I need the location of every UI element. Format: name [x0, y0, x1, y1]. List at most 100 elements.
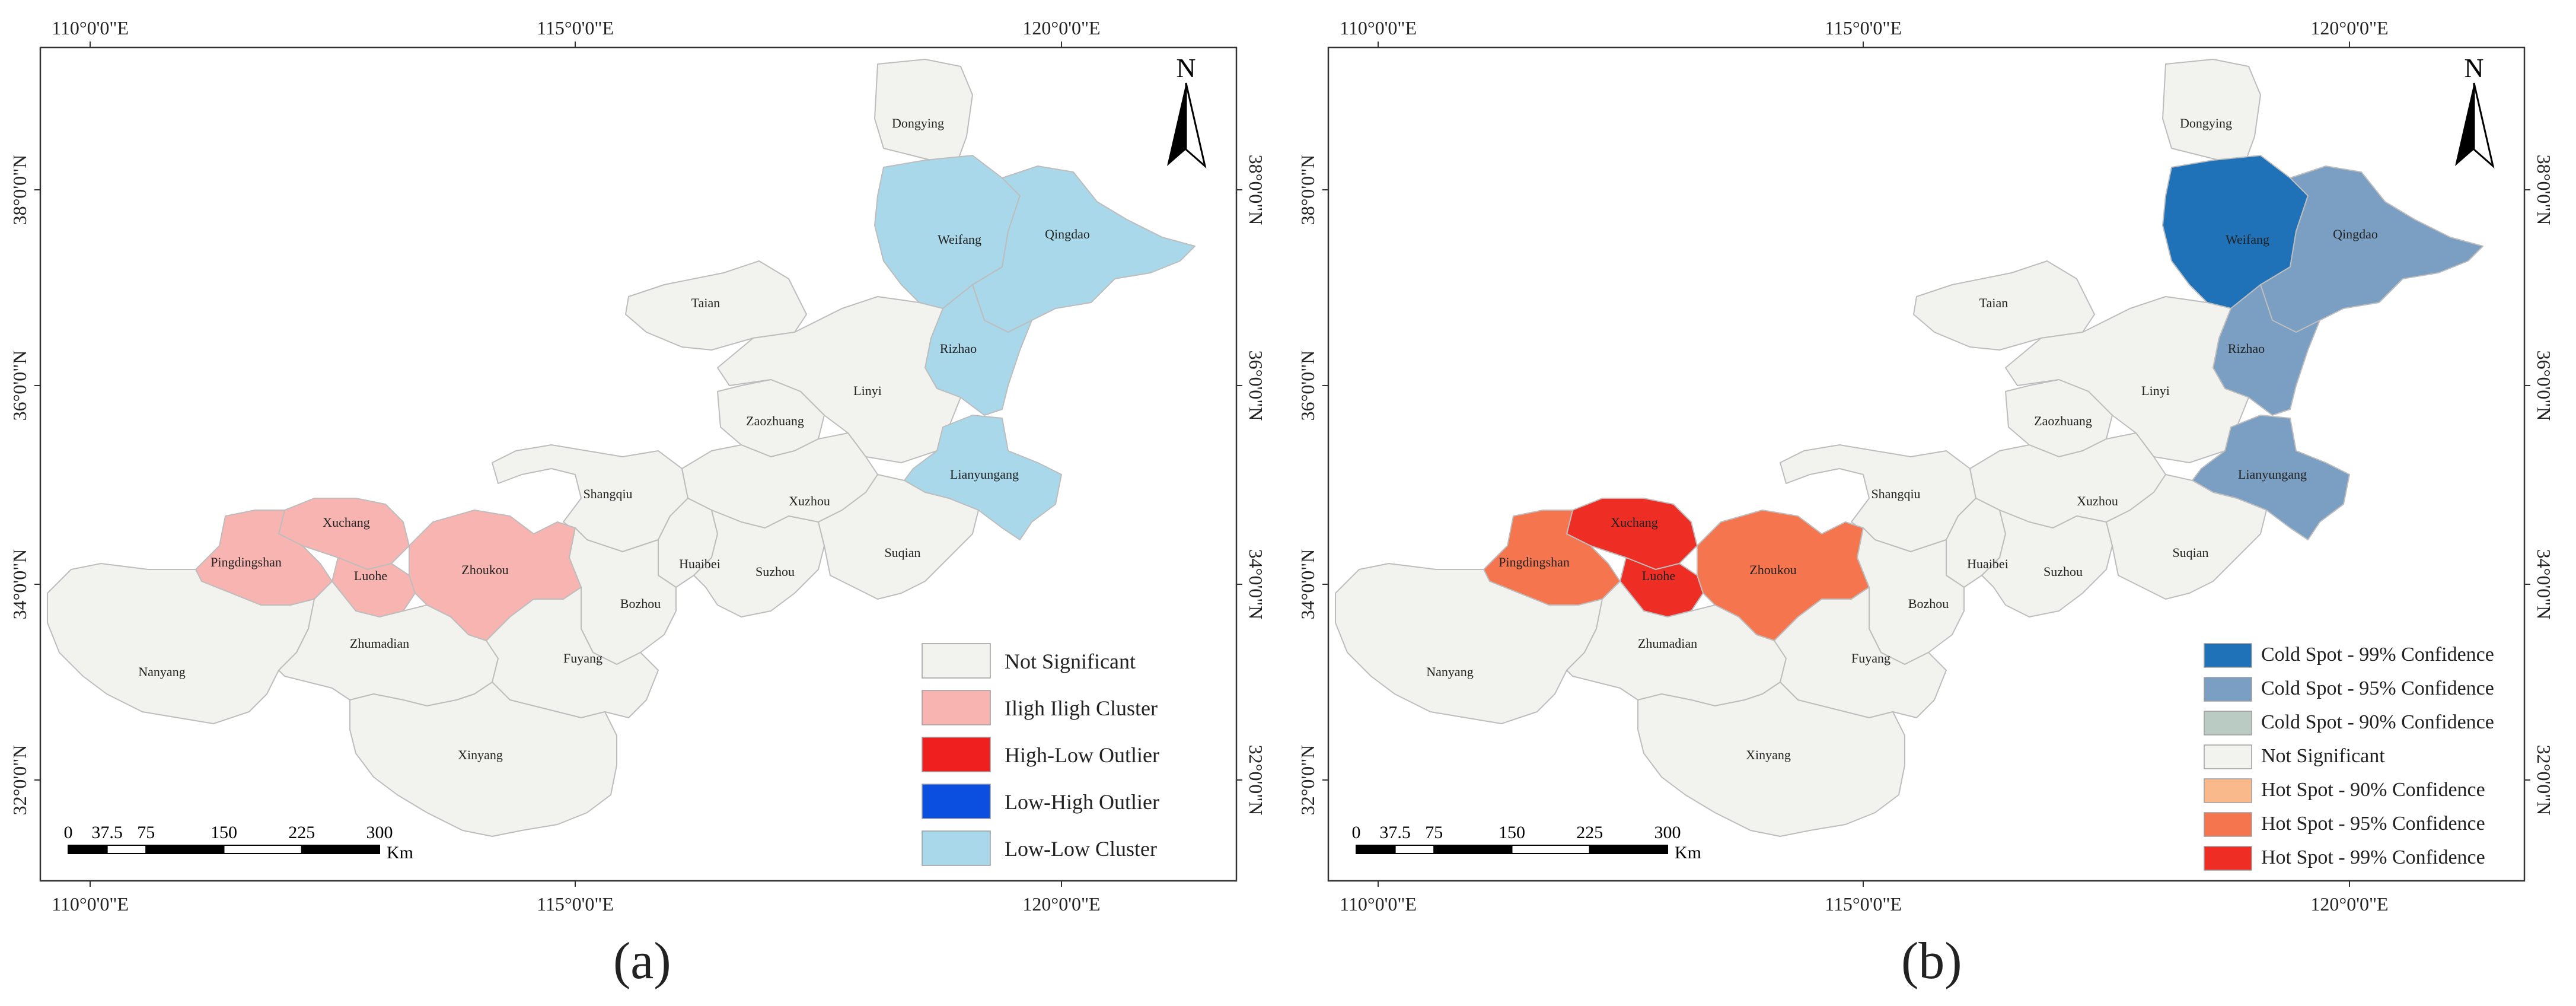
city-region-suzhou	[693, 510, 825, 617]
city-label-zhumadian: Zhumadian	[1638, 636, 1697, 651]
legend-label: Cold Spot - 99% Confidence	[2261, 644, 2494, 666]
legend-label: Low-High Outlier	[1005, 790, 1159, 814]
city-label-zhoukou: Zhoukou	[461, 562, 508, 577]
city-label-bozhou: Bozhou	[1908, 596, 1949, 611]
legend-label: High-Low Outlier	[1005, 743, 1159, 767]
panel-caption: (b)	[1901, 932, 1962, 990]
scale-tick-label: 225	[288, 823, 315, 842]
city-label-rizhao: Rizhao	[940, 341, 977, 356]
legend-swatch	[922, 690, 991, 725]
scale-tick-label: 300	[366, 823, 393, 842]
lon-label-bottom: 120°0'0"E	[2310, 893, 2388, 915]
city-label-weifang: Weifang	[938, 232, 981, 247]
scale-tick-label: 0	[64, 823, 73, 842]
city-label-zhoukou: Zhoukou	[1749, 562, 1796, 577]
north-arrow-icon: N	[2455, 53, 2495, 169]
legend: Not Significant Iligh Iligh Cluster High-L…	[922, 643, 1159, 866]
lat-label-right: 32°0'0"N	[1245, 745, 1267, 816]
city-label-nanyang: Nanyang	[138, 664, 185, 679]
city-label-luohe: Luohe	[354, 568, 387, 583]
city-label-lianyungang: Lianyungang	[950, 467, 1019, 482]
lon-label-bottom: 110°0'0"E	[1340, 893, 1417, 915]
scale-tick-label: 37.5	[91, 823, 123, 842]
map-panel-a: 110°0'0"E 115°0'0"E 120°0'0"E 110°0'0"E 115°…	[0, 0, 1288, 1003]
legend-swatch	[922, 643, 991, 679]
scale-unit: Km	[387, 843, 413, 862]
lat-label-left: 34°0'0"N	[9, 549, 30, 620]
legend-label: Hot Spot - 95% Confidence	[2261, 813, 2485, 835]
lon-label-top: 120°0'0"E	[2310, 17, 2388, 39]
city-label-xinyang: Xinyang	[1746, 747, 1791, 762]
lon-label-top: 110°0'0"E	[52, 17, 129, 39]
north-arrow-icon: N	[1167, 53, 1207, 169]
legend-label: Hot Spot - 90% Confidence	[2261, 779, 2485, 801]
lat-label-right: 32°0'0"N	[2533, 745, 2555, 816]
city-region-qingdao	[2260, 165, 2483, 333]
scale-tick-label: 150	[211, 823, 237, 842]
lat-label-right: 38°0'0"N	[1245, 155, 1267, 225]
city-label-dongying: Dongying	[892, 116, 944, 130]
city-region-xinyang	[349, 682, 617, 837]
lon-label-top: 110°0'0"E	[1340, 17, 1417, 39]
city-label-linyi: Linyi	[2141, 383, 2170, 398]
map-svg-a: 110°0'0"E 115°0'0"E 120°0'0"E 110°0'0"E 115°…	[9, 17, 1267, 915]
legend-label: Not Significant	[1005, 650, 1136, 673]
lat-label-right: 36°0'0"N	[1245, 351, 1267, 421]
legend-swatch	[2204, 778, 2252, 803]
city-label-qingdao: Qingdao	[1045, 227, 1090, 241]
city-label-zaozhuang: Zaozhuang	[746, 413, 804, 428]
city-layer: Dongying Weifang Qingdao Taian Rizhao Linyi Za…	[47, 59, 1195, 837]
map-panel-b: 110°0'0"E 115°0'0"E 120°0'0"E 110°0'0"E 115°…	[1288, 0, 2576, 1003]
legend-swatch	[922, 830, 991, 866]
scale-unit: Km	[1675, 843, 1701, 862]
city-label-taian: Taian	[1979, 295, 2008, 310]
legend-label: Low-Low Cluster	[1005, 837, 1157, 861]
city-label-huaibei: Huaibei	[1967, 556, 2008, 571]
lon-label-bottom: 115°0'0"E	[1825, 893, 1902, 915]
scale-tick-label: 0	[1352, 823, 1361, 842]
lat-label-left: 36°0'0"N	[1297, 351, 1318, 421]
lon-label-bottom: 120°0'0"E	[1022, 893, 1100, 915]
city-region-xinyang	[1637, 682, 1905, 837]
scale-tick-label: 300	[1654, 823, 1681, 842]
legend-label: Hot Spot - 99% Confidence	[2261, 846, 2485, 868]
map-svg-b: 110°0'0"E 115°0'0"E 120°0'0"E 110°0'0"E 115°…	[1297, 17, 2555, 915]
lat-label-left: 38°0'0"N	[1297, 155, 1318, 225]
lon-label-bottom: 115°0'0"E	[537, 893, 614, 915]
city-label-xuzhou: Xuzhou	[789, 494, 830, 508]
legend-swatch	[2204, 812, 2252, 837]
city-label-xuchang: Xuchang	[1611, 515, 1657, 530]
city-region-suqian	[2106, 474, 2267, 600]
panel-caption: (a)	[613, 932, 671, 990]
city-label-xinyang: Xinyang	[458, 747, 503, 762]
legend-label: Cold Spot - 95% Confidence	[2261, 677, 2494, 699]
legend-swatch	[2204, 711, 2252, 736]
city-label-luohe: Luohe	[1642, 568, 1675, 583]
city-label-shangqiu: Shangqiu	[1871, 486, 1920, 501]
legend-swatch	[2204, 744, 2252, 769]
city-label-zhumadian: Zhumadian	[350, 636, 409, 651]
lon-label-top: 115°0'0"E	[1825, 17, 1902, 39]
legend-label: Not Significant	[2261, 745, 2385, 767]
legend-label: Iligh Iligh Cluster	[1005, 696, 1158, 720]
north-label: N	[2464, 53, 2483, 83]
lat-label-right: 36°0'0"N	[2533, 351, 2555, 421]
scale-tick-label: 75	[137, 823, 155, 842]
scale-tick-label: 150	[1499, 823, 1525, 842]
city-region-lianyungang	[2192, 415, 2350, 540]
city-label-rizhao: Rizhao	[2228, 341, 2265, 356]
city-label-suzhou: Suzhou	[755, 564, 795, 579]
city-region-suzhou	[1981, 510, 2113, 617]
legend-swatch	[2204, 846, 2252, 871]
city-label-qingdao: Qingdao	[2333, 227, 2378, 241]
city-label-linyi: Linyi	[853, 383, 882, 398]
city-label-xuchang: Xuchang	[323, 515, 369, 530]
city-label-lianyungang: Lianyungang	[2238, 467, 2307, 482]
scale-tick-label: 225	[1576, 823, 1603, 842]
city-label-suqian: Suqian	[2172, 545, 2208, 560]
scale-tick-label: 37.5	[1379, 823, 1411, 842]
city-region-qingdao	[972, 165, 1195, 333]
lon-label-bottom: 110°0'0"E	[52, 893, 129, 915]
